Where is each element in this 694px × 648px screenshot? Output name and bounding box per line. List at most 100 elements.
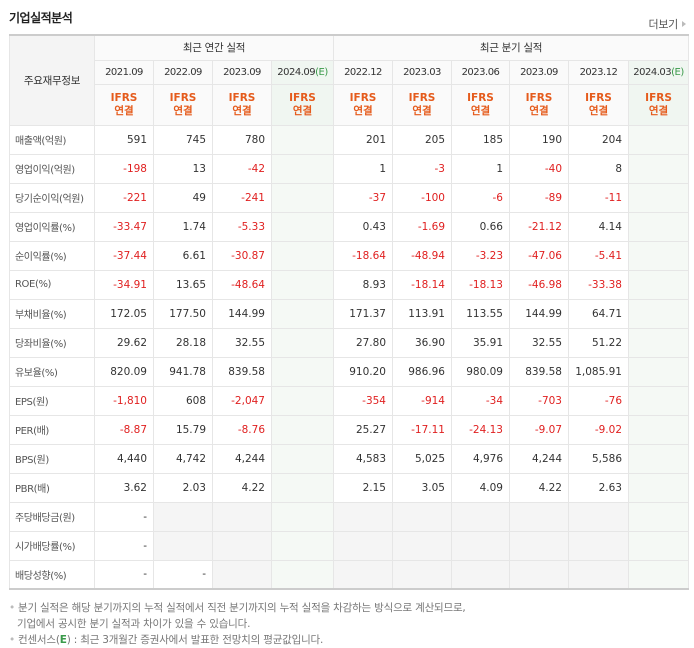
value-cell: -3.23 bbox=[451, 240, 510, 271]
value-cell: -47.06 bbox=[509, 240, 569, 271]
value-cell: -37 bbox=[333, 182, 393, 213]
value-cell: 113.55 bbox=[451, 298, 510, 329]
value-cell bbox=[212, 530, 272, 561]
value-cell: 941.78 bbox=[153, 356, 213, 387]
value-cell bbox=[392, 559, 452, 590]
table-row: 매출액(억원) 591 745 780 201 205 185 190 204 bbox=[9, 124, 690, 155]
basis-ifrs: IFRS bbox=[408, 91, 436, 104]
value-cell bbox=[392, 530, 452, 561]
period-header: 2023.09 bbox=[509, 59, 569, 85]
value-cell: -46.98 bbox=[509, 269, 569, 300]
value-cell: -6 bbox=[451, 182, 510, 213]
value-cell bbox=[627, 269, 690, 300]
footnotes: • 분기 실적은 해당 분기까지의 누적 실적에서 직전 분기까지의 누적 실적을… bbox=[9, 600, 466, 648]
value-cell: 4,244 bbox=[509, 443, 569, 474]
more-label: 더보기 bbox=[648, 18, 679, 31]
value-cell bbox=[627, 559, 690, 590]
table-row: 영업이익률(%) -33.47 1.74 -5.33 0.43 -1.69 0.66 -21.… bbox=[9, 211, 690, 242]
value-cell bbox=[451, 501, 510, 532]
value-cell: 839.58 bbox=[212, 356, 272, 387]
value-cell bbox=[153, 530, 213, 561]
row-label: 매출액(억원) bbox=[9, 124, 95, 155]
basis-header: IFRS 연결 bbox=[271, 83, 334, 126]
value-cell: -100 bbox=[392, 182, 452, 213]
row-label: PBR(배) bbox=[9, 472, 95, 503]
value-cell: -914 bbox=[392, 385, 452, 416]
value-cell: 4.22 bbox=[509, 472, 569, 503]
table-row: 시가배당률(%) - bbox=[9, 530, 690, 561]
more-link[interactable]: 더보기 bbox=[649, 16, 686, 32]
value-cell: 591 bbox=[94, 124, 154, 155]
value-cell bbox=[627, 501, 690, 532]
row-label: 주당배당금(원) bbox=[9, 501, 95, 532]
value-cell bbox=[627, 472, 690, 503]
value-cell: 2.03 bbox=[153, 472, 213, 503]
value-cell bbox=[627, 240, 690, 271]
value-cell: 144.99 bbox=[509, 298, 569, 329]
value-cell bbox=[271, 240, 334, 271]
table-row: 주당배당금(원) - bbox=[9, 501, 690, 532]
value-cell bbox=[509, 501, 569, 532]
value-cell: 32.55 bbox=[212, 327, 272, 358]
value-cell bbox=[212, 501, 272, 532]
value-cell: 4.14 bbox=[568, 211, 629, 242]
period-header: 2022.09 bbox=[153, 59, 213, 85]
value-cell bbox=[392, 501, 452, 532]
row-header: 주요재무정보 bbox=[9, 34, 95, 126]
row-label: EPS(원) bbox=[9, 385, 95, 416]
value-cell: -221 bbox=[94, 182, 154, 213]
value-cell: -18.14 bbox=[392, 269, 452, 300]
value-cell: -40 bbox=[509, 153, 569, 184]
value-cell bbox=[568, 530, 629, 561]
value-cell bbox=[271, 443, 334, 474]
value-cell: 980.09 bbox=[451, 356, 510, 387]
basis-ifrs: IFRS bbox=[585, 91, 612, 104]
value-cell: 190 bbox=[509, 124, 569, 155]
period-label: 2023.03 bbox=[403, 66, 441, 78]
row-label: 유보율(%) bbox=[9, 356, 95, 387]
table-row: EPS(원) -1,810 608 -2,047 -354 -914 -34 -703 -76 bbox=[9, 385, 690, 416]
value-cell: -34 bbox=[451, 385, 510, 416]
basis-ifrs: IFRS bbox=[467, 91, 494, 104]
value-cell: -34.91 bbox=[94, 269, 154, 300]
period-header: 2021.09 bbox=[94, 59, 154, 85]
period-header: 2023.12 bbox=[568, 59, 629, 85]
value-cell: 32.55 bbox=[509, 327, 569, 358]
estimate-mark: (E) bbox=[671, 66, 684, 78]
value-cell: 205 bbox=[392, 124, 452, 155]
basis-ifrs: IFRS bbox=[169, 91, 197, 104]
period-header: 2024.09(E) bbox=[271, 59, 334, 85]
value-cell: -5.41 bbox=[568, 240, 629, 271]
value-cell bbox=[271, 124, 334, 155]
value-cell: 144.99 bbox=[212, 298, 272, 329]
value-cell: - bbox=[153, 559, 213, 590]
basis-ifrs: IFRS bbox=[645, 91, 672, 104]
value-cell bbox=[271, 414, 334, 445]
section-title: 기업실적분석 bbox=[9, 11, 73, 25]
value-cell: -703 bbox=[509, 385, 569, 416]
value-cell: 4.22 bbox=[212, 472, 272, 503]
period-header: 2023.03 bbox=[392, 59, 452, 85]
row-label: 순이익률(%) bbox=[9, 240, 95, 271]
period-label: 2023.09 bbox=[520, 66, 558, 78]
value-cell: 4,440 bbox=[94, 443, 154, 474]
table-row: 배당성향(%) - - bbox=[9, 559, 690, 590]
value-cell: 29.62 bbox=[94, 327, 154, 358]
value-cell: -76 bbox=[568, 385, 629, 416]
value-cell bbox=[509, 559, 569, 590]
period-header: 2024.03(E) bbox=[627, 59, 690, 85]
row-label: 당좌비율(%) bbox=[9, 327, 95, 358]
value-cell: - bbox=[94, 501, 154, 532]
period-header: 2023.09 bbox=[212, 59, 272, 85]
row-label: 부채비율(%) bbox=[9, 298, 95, 329]
period-label: 2023.06 bbox=[461, 66, 500, 78]
basis-consolidated: 연결 bbox=[529, 104, 549, 117]
group-quarter: 최근 분기 실적 bbox=[332, 34, 690, 61]
basis-header: IFRS 연결 bbox=[451, 83, 510, 126]
value-cell: -33.47 bbox=[94, 211, 154, 242]
value-cell: 4.09 bbox=[451, 472, 510, 503]
value-cell: 36.90 bbox=[392, 327, 452, 358]
value-cell bbox=[451, 559, 510, 590]
value-cell: 8 bbox=[568, 153, 629, 184]
value-cell bbox=[627, 530, 690, 561]
